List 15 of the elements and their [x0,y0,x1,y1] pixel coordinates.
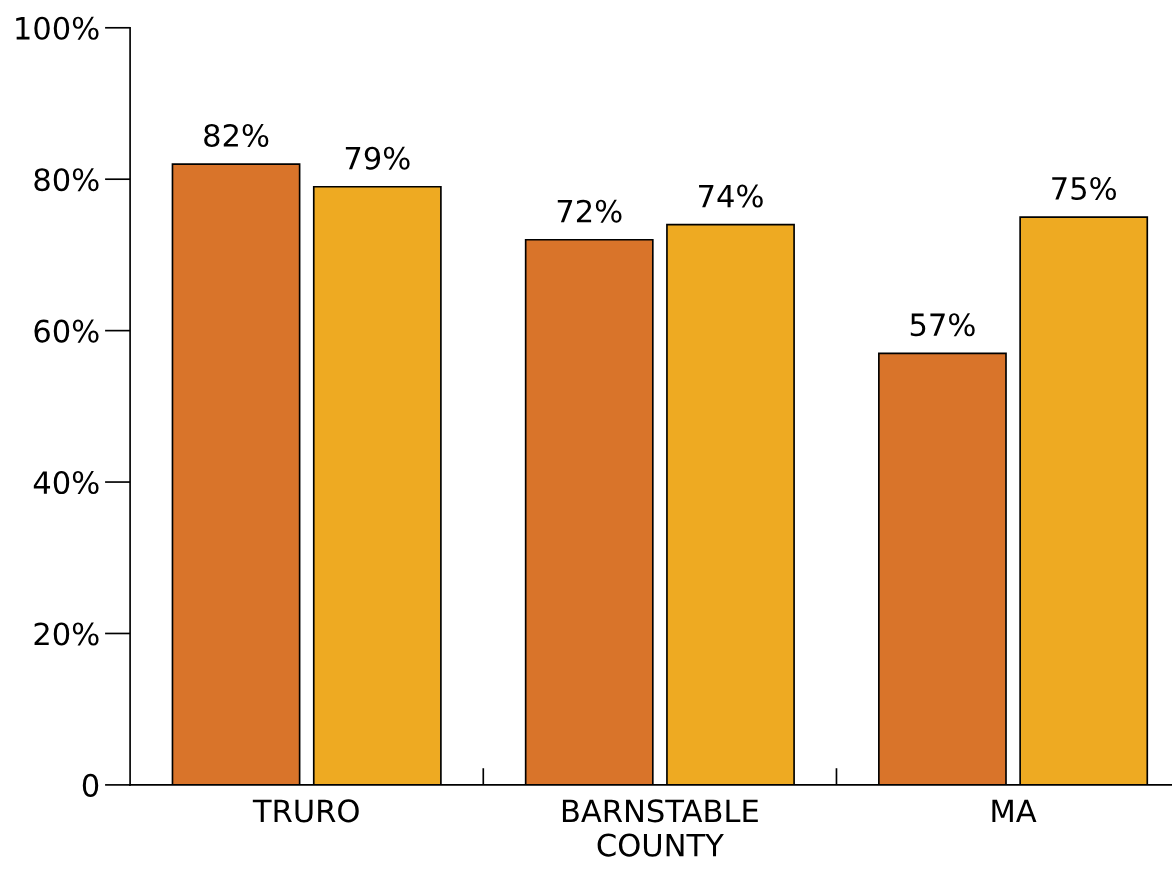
data-label: 72% [557,199,622,223]
data-label: 79% [345,146,410,170]
x-tick-label: TRURO [252,799,359,823]
y-tick-label: 60% [34,319,99,343]
x-tick-label: MA [992,799,1037,822]
data-label: 82% [204,123,269,148]
y-tick-label: 0 [82,773,99,797]
data-label: 57% [910,313,975,337]
x-tick-label: BARNSTABLE COUNTY [562,799,758,857]
y-tick-label: 20% [34,622,99,646]
y-tick-label: 80% [34,168,99,192]
y-tick-label: 40% [33,470,99,495]
data-label: 75% [1052,176,1116,201]
data-label: 74% [699,184,763,208]
y-tick-label: 100% [16,16,99,40]
